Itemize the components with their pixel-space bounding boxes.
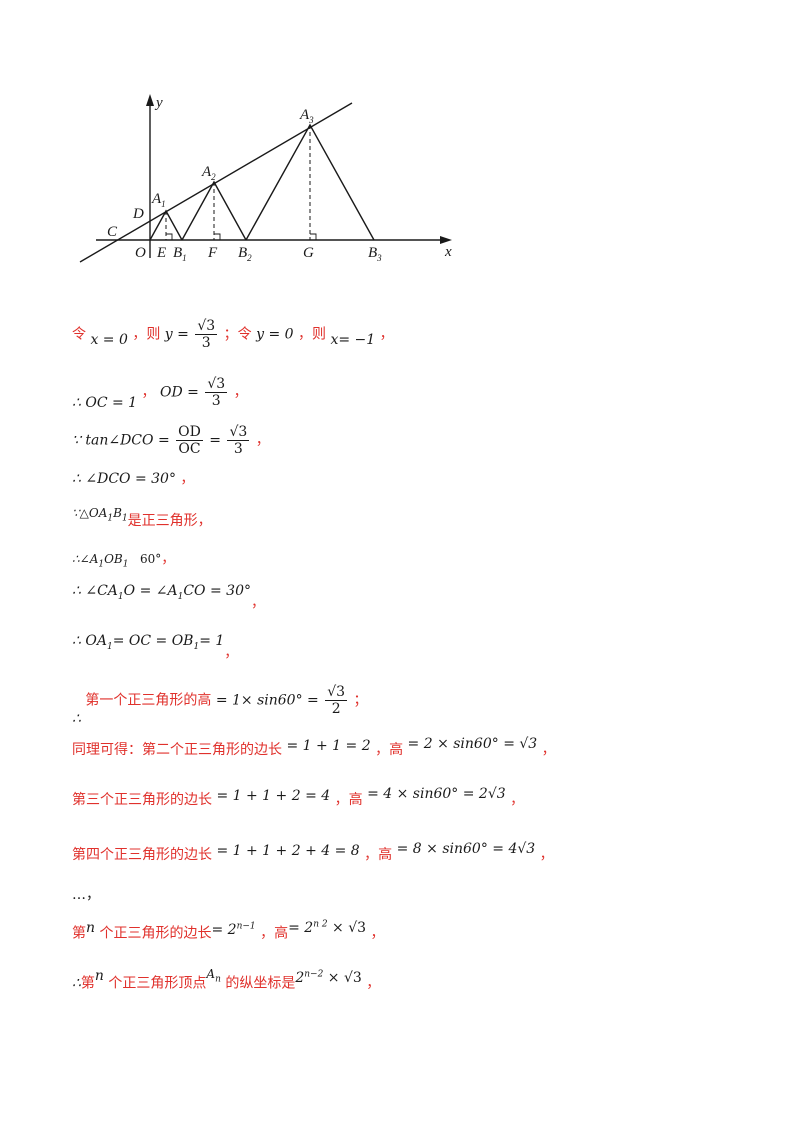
label-a3: A3 <box>299 107 314 125</box>
label-b1: B1 <box>173 245 187 263</box>
solution-line-12: 第四个正三角形的边长 = 1 + 1 + 2 + 4 = 8 ，高 = 8 × … <box>72 841 554 863</box>
fraction: √3 3 <box>195 318 218 352</box>
label-a1: A1 <box>151 191 166 209</box>
label-x: x <box>444 244 452 260</box>
line-cd <box>79 102 353 263</box>
fraction: OD OC <box>176 424 203 458</box>
label-c: C <box>107 224 118 240</box>
solution-line-8: ∴ OA1= OC = OB1= 1， <box>72 633 239 661</box>
solution-line-1: 令 x = 0 ，则 y = √3 3 ；令 y = 0 ，则 x= −1 ， <box>72 318 394 352</box>
solution-line-6: ∴∠A1OB1 60°， <box>72 551 176 570</box>
solution-line-14: 第n 个正三角形的边长= 2n−1 ，高= 2n 2 × √3 ， <box>72 919 385 942</box>
fraction: √3 3 <box>227 424 250 458</box>
x-axis-arrow <box>440 236 452 244</box>
geometry-figure: y x C D O A1 A2 A3 E B1 F B2 G B3 <box>79 94 452 263</box>
solution-line-9: ∴ 第一个正三角形的高 = 1× sin60° = √3 2 ； <box>72 684 368 727</box>
label-e: E <box>156 245 166 261</box>
label-a2: A2 <box>201 164 216 182</box>
solution-line-15: ∴第n 个正三角形顶点An 的纵坐标是2n−2 × √3 ， <box>72 966 381 992</box>
label-b2: B2 <box>238 245 252 263</box>
fraction: √3 2 <box>325 684 348 718</box>
solution-line-11: 第三个正三角形的边长 = 1 + 1 + 2 = 4 ，高 = 4 × sin6… <box>72 786 525 808</box>
solution-line-10: 同理可得：第二个正三角形的边长 = 1 + 1 = 2 ，高 = 2 × sin… <box>72 736 556 758</box>
label-y: y <box>154 95 163 111</box>
solution-line-13: …， <box>72 887 100 903</box>
fraction: √3 3 <box>205 376 228 410</box>
label-f: F <box>207 245 218 261</box>
solution-line-7: ∴ ∠CA1O = ∠A1CO = 30°， <box>72 583 265 611</box>
solution-line-2: ∴ OC = 1 ， OD = √3 3 ， <box>72 376 248 411</box>
label-b3: B3 <box>368 245 382 263</box>
label-g: G <box>303 245 314 261</box>
solution-line-5: ∵△OA1B1是正三角形， <box>72 506 212 529</box>
solution-line-4: ∴ ∠DCO = 30° ， <box>72 471 195 487</box>
solution-line-3: ∵ tan∠DCO = OD OC = √3 3 ， <box>72 424 270 458</box>
label-o: O <box>135 245 146 261</box>
y-axis-arrow <box>146 94 154 106</box>
label-d: D <box>132 206 144 222</box>
